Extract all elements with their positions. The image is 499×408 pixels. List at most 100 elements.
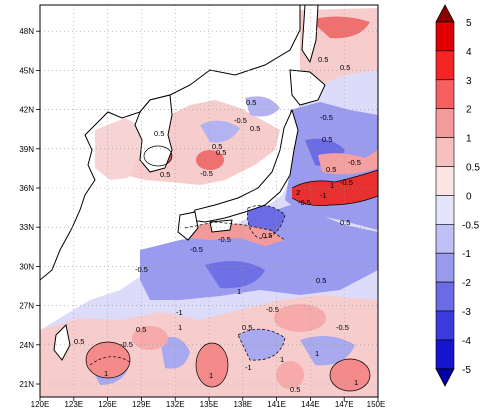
contour-label: -0.5 — [298, 198, 311, 207]
lat-tick-label: 27N — [19, 302, 34, 311]
south-blue-2 — [160, 336, 190, 369]
mid-blue — [140, 205, 378, 300]
south-red-3 — [196, 343, 228, 387]
south-red-1 — [86, 342, 130, 378]
colorbar-label: -5 — [462, 365, 471, 376]
north-red-2 — [196, 150, 224, 170]
lon-tick-label: 126E — [98, 400, 117, 408]
colorbar-label: 0.5 — [466, 163, 480, 174]
colorbar-label: 1 — [466, 134, 472, 145]
colorbar-segment — [435, 108, 455, 138]
contour-label: -0.5 — [234, 116, 247, 125]
contour-label: 0.5 — [318, 55, 328, 64]
contour-label: 1 — [354, 378, 358, 387]
contour-label: 0.5 — [136, 325, 146, 334]
south-red-6 — [276, 361, 304, 389]
contour-label: -0.5 — [200, 169, 213, 178]
lat-tick-label: 36N — [19, 184, 34, 193]
contour-label: 0.5 — [154, 129, 164, 138]
lon-tick-label: 120E — [31, 400, 50, 408]
lon-tick-label: 129E — [132, 400, 151, 408]
contour-label: 2 — [296, 188, 300, 197]
north-blue-2 — [245, 96, 280, 117]
colorbar-label: -2 — [462, 278, 471, 289]
kyushu — [177, 211, 199, 241]
colorbar-segment — [435, 252, 455, 283]
colorbar-labels: 5 4 3 2 1 0.5 0 -0.5 -1 -2 -3 -4 -5 — [462, 18, 480, 376]
colorbar-segment — [435, 195, 455, 225]
contour-label: 0.5 — [74, 337, 84, 346]
colorbar-segment — [435, 224, 455, 254]
contour-label: 0.5 — [216, 148, 226, 157]
contour-label: 1 — [315, 349, 319, 358]
contour-label: 1 — [237, 287, 241, 296]
colorbar-label: 5 — [466, 18, 472, 29]
lat-tick-label: 24N — [19, 341, 34, 350]
contour-label: 1 — [209, 371, 213, 380]
colorbar-label: 4 — [466, 47, 472, 58]
north-blue-1 — [200, 120, 240, 143]
tick-marks — [36, 30, 379, 401]
contour-label: 1 — [104, 369, 108, 378]
contour-label-group: 0.5 0.5 -0.5 0.5 -0.5 0.5 -0.5 0.5 0.5 0… — [74, 55, 361, 394]
contour-label: -0.5 — [266, 305, 279, 314]
colorbar-label: -1 — [462, 249, 471, 260]
contour-label: 0.5 — [246, 98, 256, 107]
contour-label: 0.5 — [290, 385, 300, 394]
lat-tick-label: 45N — [19, 66, 34, 75]
colorbar — [435, 4, 455, 387]
contour-label: 0.5 — [250, 124, 260, 133]
lat-tick-label: 21N — [19, 380, 34, 389]
colorbar-segment — [435, 339, 455, 370]
colorbar-label: -4 — [462, 336, 471, 347]
taiwan — [53, 323, 71, 361]
colorbar-label: 3 — [466, 76, 472, 87]
kuroshio-ext-red — [292, 170, 378, 206]
south-red-4 — [274, 304, 326, 332]
contour-label: -0.5 — [348, 158, 361, 167]
contour-label: -1 — [245, 363, 252, 372]
mid-blue-dark-2 — [205, 261, 265, 289]
colorbar-segment — [435, 79, 455, 110]
lat-tick-label: 39N — [19, 145, 34, 154]
south-blue-3 — [238, 329, 285, 361]
land-layer — [40, 5, 326, 361]
contour-label: 0.5 — [326, 165, 336, 174]
lat-labels: 21N 24N 27N 30N 33N 36N 39N 42N 45N 48N — [19, 27, 34, 389]
kuroshio-ext-pink — [318, 150, 378, 175]
contour-label: 0.5 — [160, 170, 170, 179]
contour-label: 0.5 — [212, 142, 222, 151]
contour-label: 1 — [178, 323, 182, 332]
colorbar-bottom-arrow — [435, 368, 455, 387]
honshu — [189, 108, 299, 223]
lon-tick-label: 144E — [301, 400, 320, 408]
shikoku — [209, 219, 233, 233]
colorbar-label: -0.5 — [462, 220, 480, 231]
contour-label: -1 — [176, 308, 183, 317]
south-red-2 — [132, 326, 168, 350]
colorbar-label: -3 — [462, 307, 471, 318]
lon-tick-label: 135E — [200, 400, 219, 408]
hokkaido — [289, 69, 326, 106]
contour-label: -0.5 — [120, 340, 133, 349]
contour-label: -0.5 — [135, 265, 148, 274]
contour-label: -1 — [320, 191, 327, 200]
contour-label: -0.5 — [218, 235, 231, 244]
lat-tick-label: 48N — [19, 27, 34, 36]
contour-label: 0.5 — [262, 231, 272, 240]
colorbar-segment — [435, 166, 455, 196]
south-red-5 — [330, 359, 370, 391]
contour-label: 0.5 — [242, 323, 252, 332]
lat-tick-label: 30N — [19, 262, 34, 271]
contour-label: -0.5 — [190, 245, 203, 254]
graticule — [40, 5, 378, 397]
lon-tick-label: 141E — [267, 400, 286, 408]
lon-tick-label: 150E — [367, 400, 386, 408]
contour-lines — [85, 145, 378, 392]
korea — [134, 94, 173, 173]
lon-tick-label: 123E — [64, 400, 83, 408]
contour-label: -0.5 — [340, 178, 353, 187]
contour-label: -0.5 — [336, 323, 349, 332]
colorbar-segment — [435, 50, 455, 81]
